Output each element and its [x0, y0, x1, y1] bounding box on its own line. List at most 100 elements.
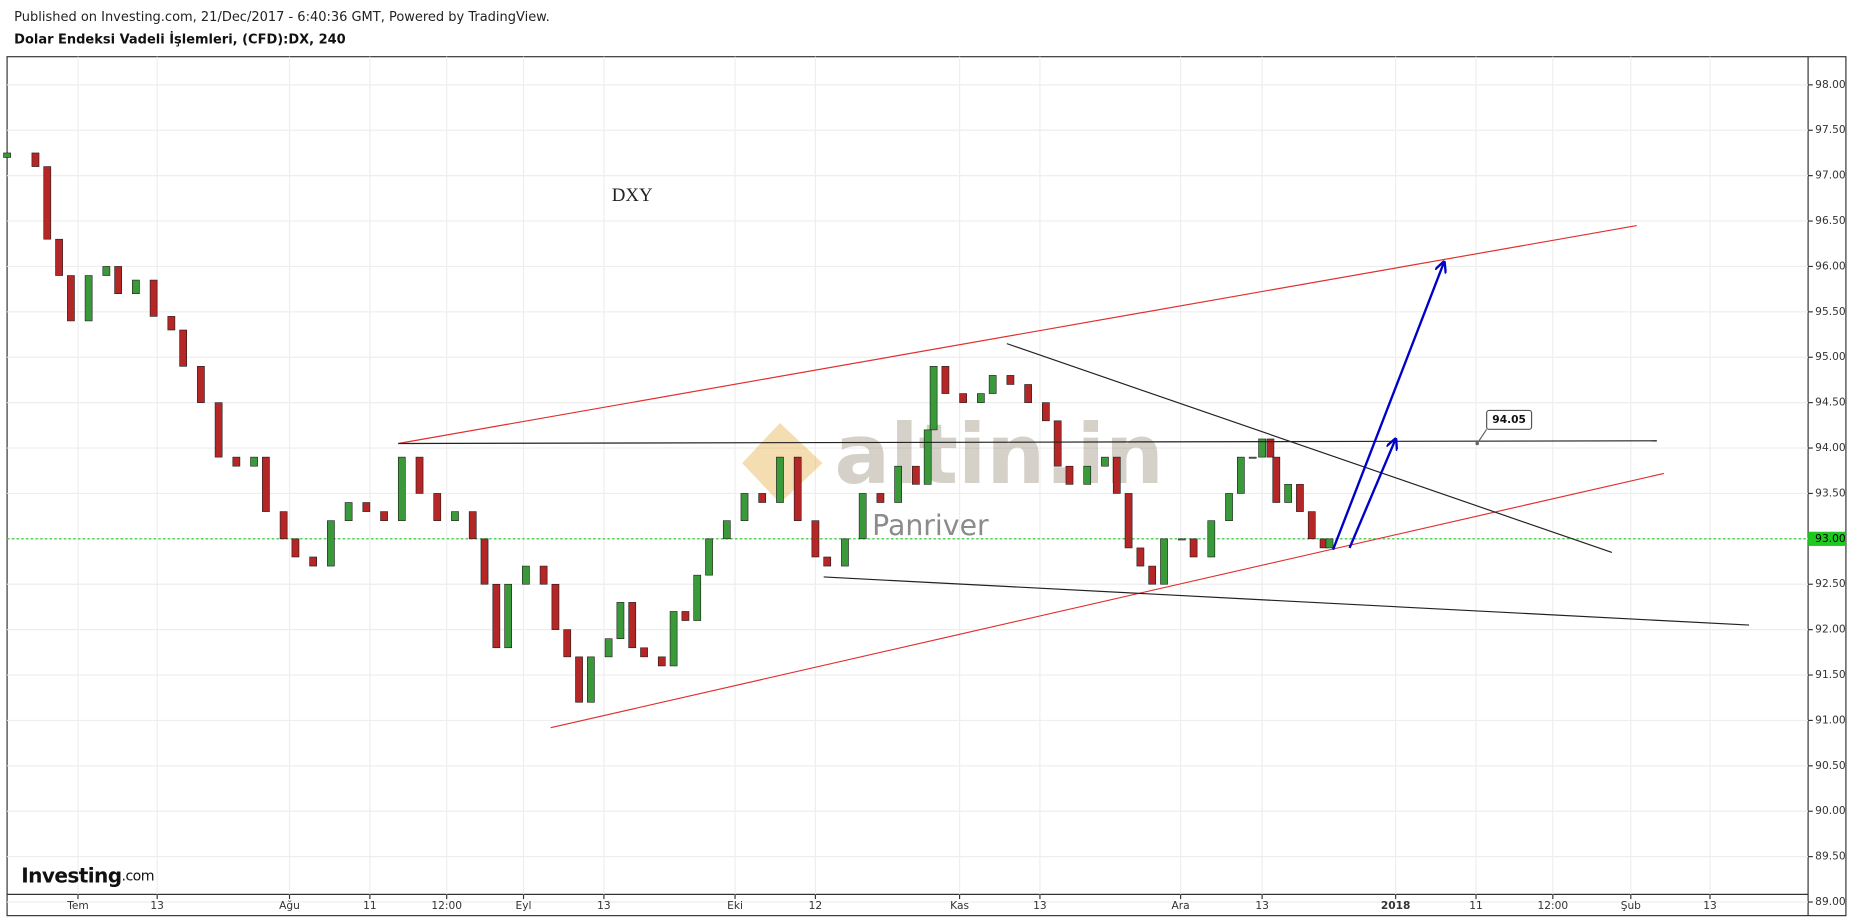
candle-body	[959, 393, 967, 403]
candle-body	[681, 611, 690, 621]
candle-body	[522, 565, 530, 585]
candle-body	[132, 279, 140, 294]
candle-body	[167, 316, 176, 331]
candle-body	[1006, 375, 1015, 385]
plot: 94.05 DXY	[3, 152, 1809, 729]
x-tick-label: 13	[1703, 899, 1717, 912]
x-tick-label: 13	[1033, 899, 1047, 912]
candle-body	[669, 611, 678, 667]
candle-body	[841, 538, 849, 567]
candle-body	[3, 152, 11, 158]
candle-body	[616, 602, 625, 640]
candle-body	[102, 266, 111, 276]
candle-body	[705, 538, 713, 576]
candle-body	[876, 493, 885, 503]
candle-body	[941, 366, 950, 394]
candle-body	[693, 574, 702, 621]
candle-body	[740, 493, 749, 521]
watermark-subtext: Panriver	[872, 509, 989, 542]
logo-suffix: .com	[122, 869, 154, 885]
candle-body	[380, 511, 388, 521]
trendline	[550, 472, 1665, 729]
watermark-text: altin.in	[834, 406, 1164, 503]
candle-body	[250, 456, 258, 467]
candle-body	[858, 493, 867, 540]
candle-body	[55, 238, 63, 276]
candle-body	[551, 583, 560, 630]
price-label: 93.00	[1815, 532, 1846, 545]
candle-body	[262, 456, 270, 512]
y-tick-label: 97.00	[1815, 169, 1846, 182]
candle-body	[1325, 538, 1334, 549]
candle-body	[1307, 511, 1316, 540]
candle-body	[604, 638, 613, 658]
candle-body	[214, 402, 223, 458]
candle-body	[1258, 438, 1266, 458]
candle-body	[640, 647, 648, 658]
candle-body	[1101, 456, 1109, 467]
candle-body	[1177, 538, 1186, 541]
candle-body	[67, 275, 75, 322]
candle-body	[1207, 520, 1216, 558]
candle-body	[912, 465, 920, 485]
x-tick-label: Kas	[950, 899, 969, 912]
candle-body	[722, 520, 731, 540]
logo-main: Investing	[21, 863, 121, 887]
candle-body	[451, 511, 459, 521]
candle-body	[1284, 484, 1292, 503]
x-tick-label: 11	[1469, 899, 1483, 912]
callout-pointer	[1476, 428, 1488, 444]
y-tick-label: 92.50	[1815, 577, 1846, 590]
candle-body	[1065, 465, 1074, 485]
y-tick-label: 90.00	[1815, 804, 1846, 817]
candle-body	[327, 520, 335, 567]
y-tick-label: 95.50	[1815, 305, 1846, 318]
trendline	[1331, 262, 1444, 551]
frame	[6, 56, 1847, 917]
candle-body	[43, 166, 52, 240]
candle-body	[397, 456, 406, 521]
candle-body	[1042, 402, 1050, 422]
y-tick-label: 89.50	[1815, 850, 1846, 863]
x-tick-label: Tem	[66, 899, 89, 912]
y-tick-label: 98.00	[1815, 78, 1846, 91]
x-tick-label: Ara	[1171, 899, 1189, 912]
watermark: altin.in	[742, 406, 1164, 504]
y-tick-label: 89.00	[1815, 895, 1846, 908]
candle-body	[279, 511, 288, 540]
x-tick-label: 13	[1255, 899, 1269, 912]
y-tick-label: 94.00	[1815, 441, 1846, 454]
callout-box	[1486, 409, 1533, 430]
x-tick-label: Eyl	[516, 899, 532, 912]
price-label-box	[1808, 531, 1846, 546]
candle-body	[587, 656, 595, 703]
candle-body	[362, 502, 371, 512]
candle-body	[628, 602, 637, 649]
candle-body	[433, 493, 442, 521]
candle-body	[1024, 384, 1032, 403]
candle-body	[1266, 438, 1275, 458]
candle-body	[823, 556, 832, 567]
candle-body	[1248, 456, 1257, 459]
header: Published on Investing.com, 21/Dec/2017 …	[14, 10, 550, 25]
candle-body	[31, 152, 40, 167]
candle-body	[1296, 484, 1304, 512]
candle-body	[1237, 456, 1245, 494]
candle-body	[575, 656, 583, 703]
candle-body	[415, 456, 424, 494]
x-tick-label: Eki	[727, 899, 743, 912]
x-tick-label: 12:00	[431, 899, 462, 912]
callout-label: 94.05	[1492, 413, 1526, 426]
candle-body	[344, 502, 353, 521]
candle-body	[232, 456, 241, 467]
candle-body	[923, 429, 932, 485]
candle-body	[1083, 465, 1092, 485]
candle-body	[657, 656, 666, 667]
x-tick-label: 13	[597, 899, 611, 912]
chart-title: Dolar Endeksi Vadeli İşlemleri, (CFD):DX…	[14, 32, 346, 48]
logo: Investing.com	[21, 863, 154, 887]
y-tick-label: 92.00	[1815, 623, 1846, 636]
candle-body	[894, 465, 902, 503]
